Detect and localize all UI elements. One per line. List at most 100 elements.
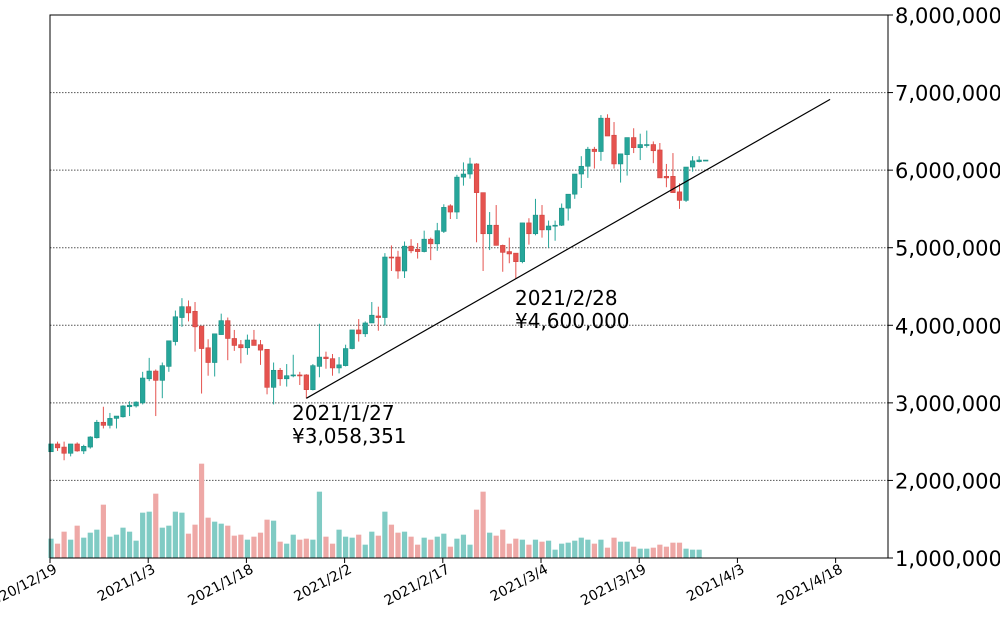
x-tick-label: 2021/3/4	[488, 561, 551, 605]
volume-bar	[362, 544, 368, 558]
candle-body	[238, 344, 244, 349]
volume-bar	[526, 544, 532, 558]
candle-body	[284, 375, 290, 380]
candle-body	[434, 230, 440, 245]
volume-bar	[100, 504, 106, 558]
volume-bar	[447, 546, 453, 558]
candle-body	[415, 248, 421, 252]
candle-body	[54, 443, 61, 449]
candle-body	[428, 238, 434, 245]
candle-body	[343, 348, 349, 366]
volume-bar	[74, 525, 80, 558]
candle-body	[676, 191, 683, 201]
volume-bar	[172, 511, 178, 558]
candle-body	[539, 214, 545, 231]
x-tick-label: 2021/1/3	[95, 561, 158, 605]
volume-bar	[487, 532, 493, 558]
volume-bar	[375, 535, 381, 558]
candle-body	[382, 256, 388, 318]
candle-body	[591, 148, 597, 152]
volume-bar	[316, 491, 323, 558]
volume-bar	[113, 534, 120, 558]
volume-bar	[343, 536, 349, 558]
volume-bar	[454, 538, 460, 558]
volume-bar	[408, 536, 414, 558]
volume-bar	[650, 547, 656, 558]
candle-body	[506, 251, 512, 255]
candle-body	[644, 144, 650, 146]
candle-body	[303, 374, 309, 390]
candle-body	[179, 306, 185, 318]
volume-bar	[81, 537, 87, 558]
candle-body	[198, 325, 205, 349]
candle-body	[545, 225, 552, 231]
annotation-2-price: ¥4,600,000	[515, 309, 630, 333]
volume-bar	[126, 531, 133, 558]
y-tick-label: 3,000,000	[895, 392, 1000, 416]
volume-bar	[428, 539, 434, 558]
volume-bar	[552, 549, 558, 558]
volume-bar	[506, 543, 512, 558]
candle-body	[87, 436, 93, 448]
volume-bar	[251, 536, 257, 558]
volume-bar	[500, 529, 506, 558]
x-tick-label: 2021/4/3	[684, 561, 747, 605]
candle-body	[559, 207, 565, 226]
volume-bar	[434, 536, 440, 558]
candle-body	[323, 356, 329, 359]
volume-bar	[545, 540, 552, 558]
volume-bar	[153, 493, 159, 558]
candle-body	[604, 117, 611, 137]
candle-body	[657, 149, 663, 179]
x-tick-label: 2020/12/19	[0, 561, 60, 613]
volume-bar	[356, 534, 362, 558]
candle-body	[617, 153, 624, 165]
candle-body	[500, 245, 506, 253]
volume-bar	[473, 509, 480, 558]
volume-bar	[415, 544, 421, 558]
volume-bar	[94, 529, 100, 558]
candle-body	[126, 404, 133, 408]
candle-body	[467, 163, 473, 175]
candle-body	[421, 238, 427, 252]
candle-body	[192, 311, 198, 328]
candle-body	[572, 173, 578, 195]
volume-bar	[598, 539, 604, 558]
volume-bar	[284, 543, 290, 558]
volume-bar	[611, 537, 617, 558]
volume-bar	[166, 525, 172, 558]
volume-bar	[395, 532, 401, 558]
candle-body	[100, 421, 106, 426]
candle-body	[401, 245, 408, 272]
volume-bar	[107, 536, 113, 558]
volume-bar	[218, 523, 224, 558]
candle-body	[369, 314, 375, 324]
candle-body	[310, 365, 316, 390]
volume-bar	[657, 544, 663, 558]
volume-bar	[460, 534, 467, 558]
trendline-group	[306, 98, 831, 399]
candle-body	[624, 137, 630, 155]
candle-body	[637, 144, 643, 148]
candle-body	[172, 316, 178, 342]
volume-bar	[519, 539, 525, 558]
volume-bar	[140, 512, 146, 558]
candle-body	[447, 205, 453, 213]
volume-bar	[696, 549, 702, 558]
candle-body	[349, 329, 355, 349]
annotations: 2021/1/27 ¥3,058,351 2021/2/28 ¥4,600,00…	[292, 286, 630, 448]
candle-body	[257, 344, 264, 351]
y-tick-label: 5,000,000	[895, 237, 1000, 261]
volume-bar	[120, 527, 126, 558]
volume-bar	[532, 539, 539, 558]
candle-body	[244, 339, 251, 349]
candle-body	[153, 370, 159, 381]
candle-body	[329, 358, 336, 369]
candle-body	[212, 333, 218, 363]
candle-body	[231, 338, 237, 346]
x-tick-label: 2021/2/17	[382, 561, 453, 609]
volume-bar	[572, 540, 578, 558]
candle-body	[689, 160, 696, 168]
volume-bar	[277, 541, 283, 558]
annotation-1-price: ¥3,058,351	[292, 424, 407, 448]
